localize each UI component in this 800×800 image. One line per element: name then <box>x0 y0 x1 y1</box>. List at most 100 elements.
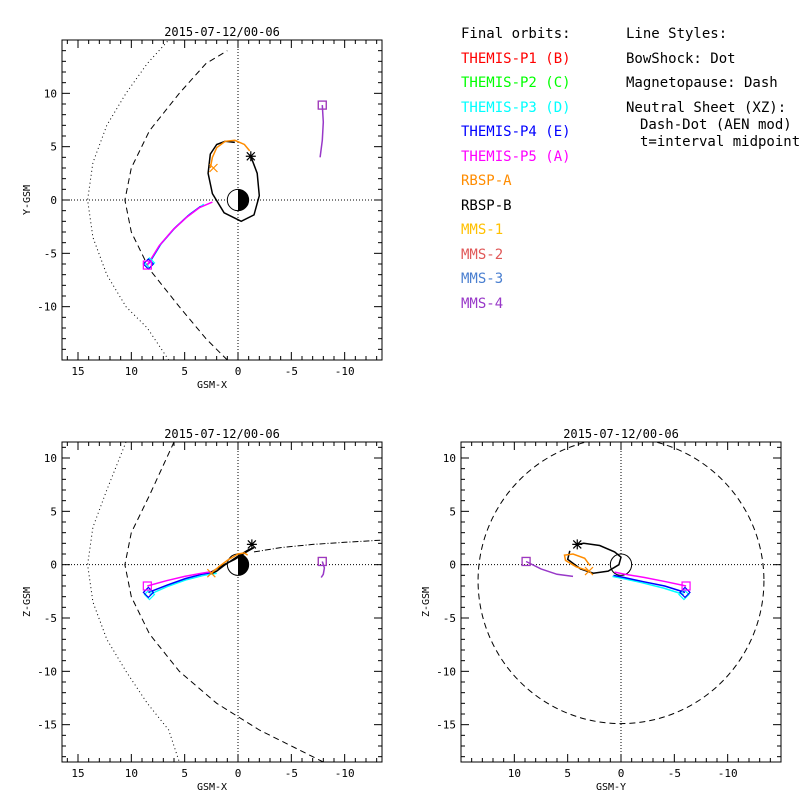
diamond-marker <box>679 586 691 599</box>
plot-area-xy <box>62 40 382 360</box>
orbit-rbsp-b <box>566 542 622 574</box>
x-tick-label: -10 <box>335 767 355 780</box>
x-tick-label: 0 <box>235 365 242 378</box>
orbit-themis-p3-d <box>612 575 685 596</box>
x-tick-label: 5 <box>564 767 571 780</box>
y-tick-label: -5 <box>44 612 57 625</box>
square-marker <box>681 581 691 591</box>
earth-icon <box>609 553 633 576</box>
y-tick-label: 10 <box>44 87 57 100</box>
x-tick-label: -10 <box>335 365 355 378</box>
earth-night-side <box>238 189 249 211</box>
magnetopause-curve <box>477 442 765 725</box>
orbit-rbsp-a <box>563 553 591 572</box>
midpoint-note: t=interval midpoint <box>640 133 800 150</box>
orbits-legend-title: Final orbits: <box>461 26 571 42</box>
x-tick-label: 0 <box>618 767 625 780</box>
x-axis-label: GSM-Y <box>596 782 626 793</box>
asterisk-marker <box>246 539 257 550</box>
square-marker <box>317 556 327 567</box>
neutral-sheet-curve <box>253 539 382 553</box>
orbit-themis-p3-d <box>149 572 217 596</box>
y-tick-label: 5 <box>449 505 456 518</box>
orbit-rbsp-b <box>207 140 261 223</box>
plot-area-yz <box>461 442 781 762</box>
x-axis-label: GSM-X <box>197 782 227 793</box>
y-axis-label: Z-GSM <box>421 587 432 617</box>
x-tick-label: 5 <box>181 767 188 780</box>
square-marker <box>142 260 152 270</box>
panel-xy: 15 10 5 0 -5 -10 -10 -5 0 5 10 2015-07-12/00-06 GSM-… <box>22 25 383 391</box>
square-marker <box>317 556 327 567</box>
line-styles-legend: Line Styles: BowShock: Dot Magnetopause:… <box>626 22 800 151</box>
plot-frame-xz <box>61 441 383 763</box>
orbit-themis-p4-e <box>147 205 202 265</box>
x-tick-label: 15 <box>71 365 84 378</box>
neutral-sheet-style-detail: Dash-Dot (AEN mod) <box>640 116 792 133</box>
legend-entry-themis-p1: THEMIS-P1 (B) <box>461 50 571 67</box>
legend-entry-themis-p4: THEMIS-P4 (E) <box>461 124 571 140</box>
legend-entry-themis-p3: THEMIS-P3 (D) <box>461 99 571 116</box>
orbit-mms-4 <box>525 560 574 578</box>
square-marker <box>521 556 531 567</box>
y-tick-label: -10 <box>436 665 456 678</box>
y-tick-label: -5 <box>443 612 456 625</box>
y-tick-label: -15 <box>436 719 456 732</box>
diamond-marker <box>142 586 155 599</box>
x-tick-label: -5 <box>668 767 681 780</box>
chart-title: 2015-07-12/00-06 <box>164 427 280 441</box>
x-tick-label: 10 <box>508 767 521 780</box>
y-tick-label: 10 <box>44 452 57 465</box>
orbit-mms-4 <box>320 561 326 578</box>
x-tick-label: -5 <box>285 365 298 378</box>
cross-marker <box>209 163 218 173</box>
earth-night-side <box>238 554 249 576</box>
y-tick-label: -10 <box>37 665 57 678</box>
y-tick-label: 5 <box>50 505 57 518</box>
orbit-themis-p5-a <box>147 570 215 587</box>
y-tick-label: 0 <box>50 559 57 572</box>
legend-entry-mms-2: MMS-2 <box>461 246 504 263</box>
orbit-themis-p5-a <box>614 571 687 587</box>
x-tick-label: 15 <box>71 767 84 780</box>
y-tick-label: -15 <box>37 719 57 732</box>
orbit-rbsp-a <box>210 552 249 574</box>
cross-marker <box>206 568 216 578</box>
cross-marker <box>584 566 594 576</box>
orbit-mms-4 <box>319 105 325 158</box>
panel-yz: 10 5 0 -5 -10 10 5 0 -5 -10 -15 2015-07-12/00-06 GSM… <box>421 427 782 793</box>
legend-entry-mms-1: MMS-1 <box>461 222 504 238</box>
y-tick-label: -10 <box>37 301 57 314</box>
asterisk-marker <box>245 151 256 162</box>
line-styles-title: Line Styles: <box>626 26 728 42</box>
magnetopause-curve <box>124 50 228 360</box>
x-tick-label: 5 <box>181 365 188 378</box>
legend-entry-mms-3: MMS-3 <box>461 271 504 287</box>
orbit-rbsp-a <box>209 139 251 169</box>
legend-entry-themis-p2: THEMIS-P2 (C) <box>461 75 571 91</box>
x-tick-label: -10 <box>718 767 738 780</box>
y-tick-label: 0 <box>449 559 456 572</box>
y-tick-label: -5 <box>44 247 57 260</box>
x-axis-label: GSM-X <box>197 380 227 391</box>
magnetopause-curve <box>124 442 324 762</box>
plot-area-xz <box>62 442 382 762</box>
x-tick-label: 0 <box>235 767 242 780</box>
chart-title: 2015-07-12/00-06 <box>563 427 679 441</box>
orbit-themis-p4-e <box>148 571 215 594</box>
legend-entry-themis-p5: THEMIS-P5 (A) <box>461 148 571 165</box>
legend-entry-rbsp-b: RBSP-B <box>461 197 512 214</box>
square-marker <box>521 556 531 567</box>
orbit-themis-p4-e <box>613 574 686 594</box>
legend-entry-rbsp-a: RBSP-A <box>461 173 512 189</box>
asterisk-marker <box>572 539 583 550</box>
chart-title: 2015-07-12/00-06 <box>164 25 280 39</box>
square-marker <box>142 581 152 591</box>
x-tick-label: 10 <box>125 767 138 780</box>
panel-xz: 15 10 5 0 -5 -10 10 5 0 -5 -10 -15 2015-07-12/00-06 G… <box>22 427 383 793</box>
y-tick-label: 0 <box>50 194 57 207</box>
neutral-sheet-style-label: Neutral Sheet (XZ): <box>626 99 787 116</box>
orbits-legend: Final orbits: THEMIS-P1 (B) THEMIS-P2 (C… <box>461 22 571 316</box>
x-tick-label: -5 <box>285 767 298 780</box>
bowshock-style-label: BowShock: Dot <box>626 50 736 67</box>
